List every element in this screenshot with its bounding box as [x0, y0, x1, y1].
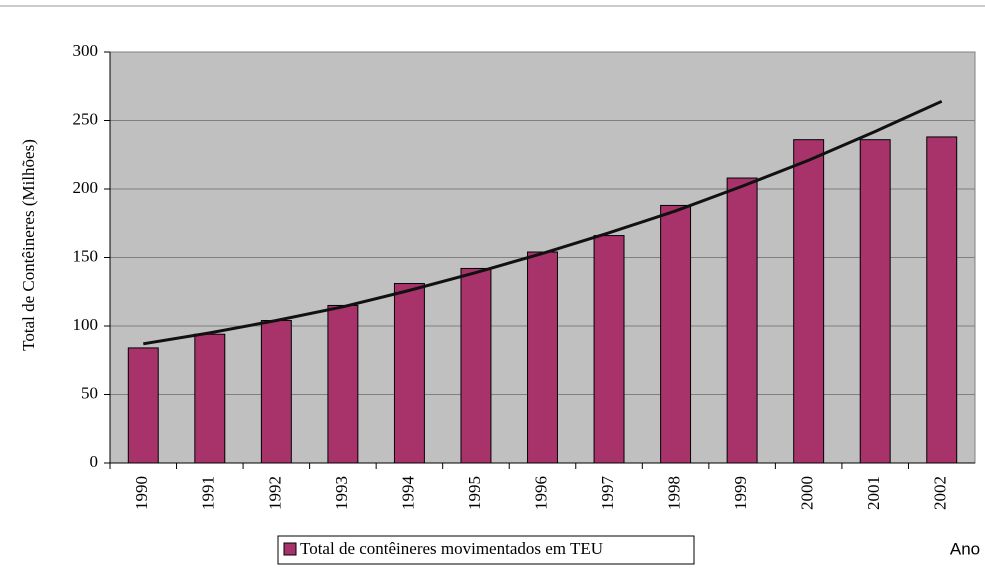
bar: [260, 320, 292, 464]
bar: [793, 139, 825, 464]
legend-label: Total de contêineres movimentados em TEU: [300, 539, 603, 558]
x-tick-label: 1991: [199, 476, 218, 510]
bar: [194, 333, 226, 464]
legend-box: [277, 535, 695, 565]
x-tick-label: 1995: [465, 476, 484, 510]
x-tick-label: 1992: [265, 476, 284, 510]
bar: [926, 136, 958, 464]
x-tick-label: 1998: [664, 476, 683, 510]
y-axis-label: Total de Contêineres (Milhões): [19, 139, 38, 351]
bar: [660, 204, 692, 464]
y-tick-label: 250: [73, 109, 99, 128]
bar: [393, 283, 425, 464]
y-tick-label: 150: [73, 246, 99, 265]
x-tick-label: 1990: [132, 476, 151, 510]
y-tick-label: 50: [81, 383, 98, 402]
bar: [726, 177, 758, 464]
x-tick-label: 1999: [731, 476, 750, 510]
trend-line: [143, 99, 943, 346]
y-tick-label: 200: [73, 178, 99, 197]
x-tick-label: 1993: [332, 476, 351, 510]
x-tick-label: 2002: [931, 476, 950, 510]
x-tick-label: 1996: [531, 476, 550, 510]
bar: [859, 139, 891, 464]
x-tick-label: 1994: [398, 476, 417, 511]
legend-swatch: [283, 542, 297, 556]
bar: [127, 347, 159, 464]
x-axis-label: Ano: [950, 539, 980, 558]
x-tick-label: 2001: [864, 476, 883, 510]
y-tick-label: 100: [73, 315, 99, 334]
bar: [527, 251, 558, 464]
bar: [593, 235, 625, 464]
bar: [460, 267, 492, 464]
x-tick-label: 2000: [798, 476, 817, 510]
y-tick-label: 0: [90, 452, 99, 471]
x-tick-label: 1997: [598, 476, 617, 511]
y-tick-label: 300: [73, 41, 99, 60]
bar: [327, 304, 359, 464]
